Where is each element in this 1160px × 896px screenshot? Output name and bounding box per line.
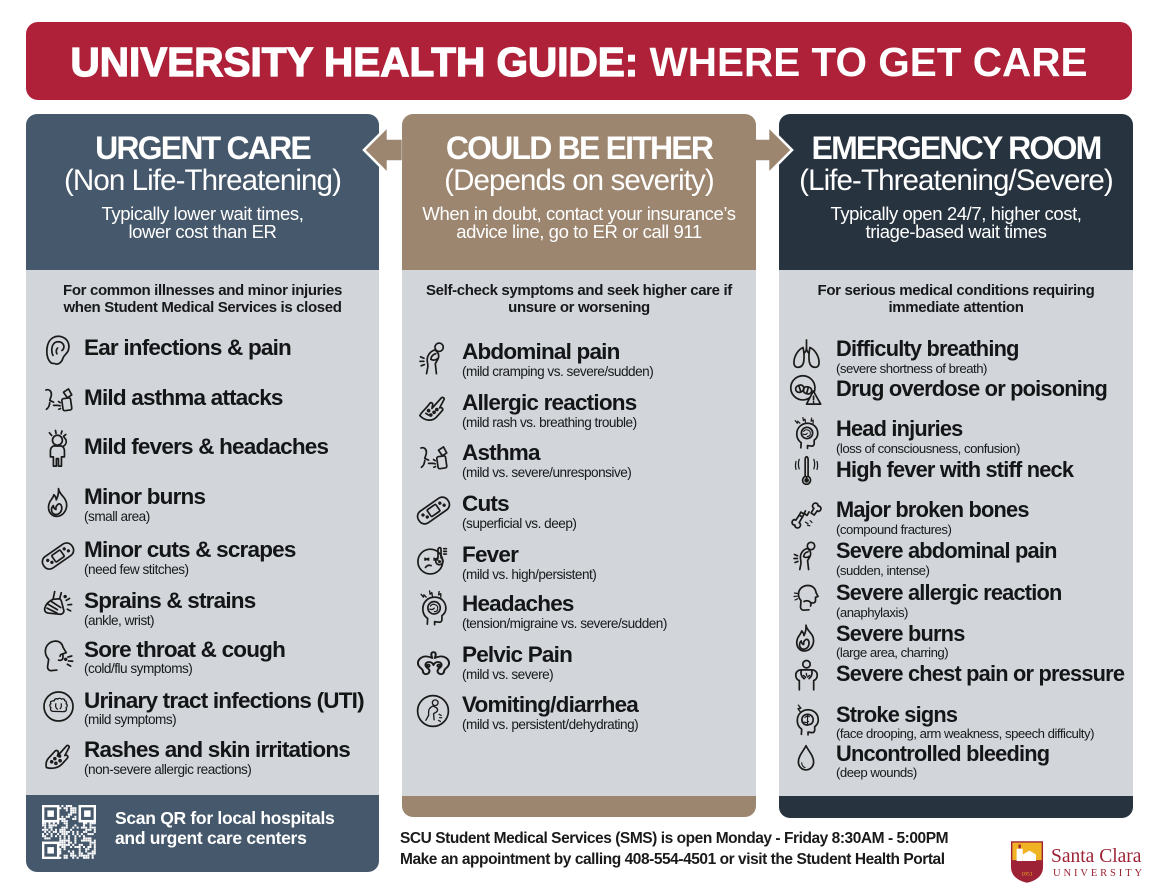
svg-text:1851: 1851: [1021, 872, 1032, 878]
